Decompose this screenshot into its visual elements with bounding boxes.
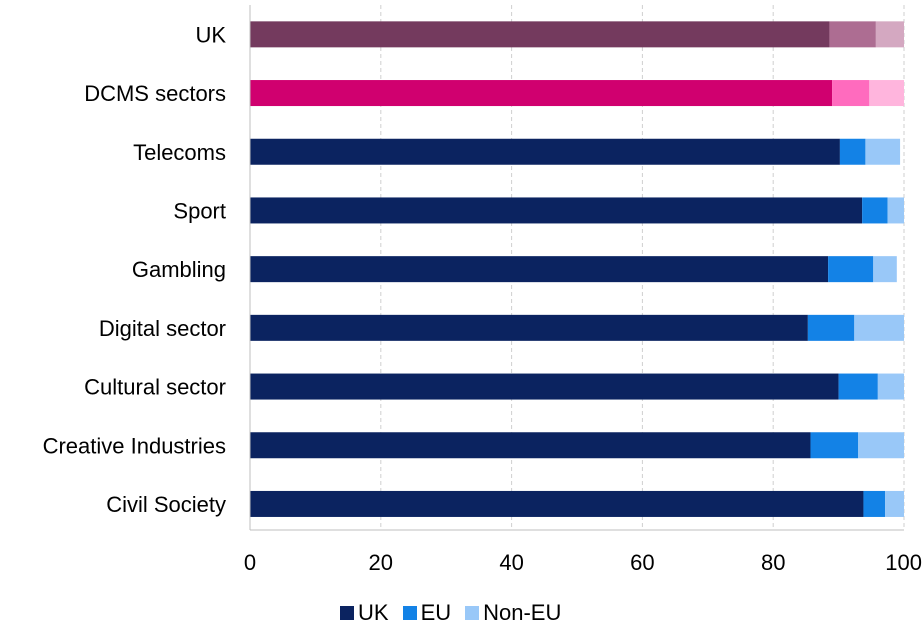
- bar-gambling-eu: [828, 256, 874, 283]
- legend-label-uk: UK: [358, 600, 389, 625]
- bar-creative-industries-uk: [250, 432, 811, 459]
- x-tick-label-0: 0: [244, 550, 256, 575]
- bar-dcms-sectors-eu: [832, 80, 870, 107]
- x-tick-label-60: 60: [630, 550, 654, 575]
- x-tick-label-40: 40: [499, 550, 523, 575]
- legend-label-non-eu: Non-EU: [483, 600, 562, 625]
- category-labels: UK DCMS sectors Telecoms Sport Gambling Digit…: [43, 22, 227, 517]
- bar-uk-eu: [829, 21, 876, 48]
- bar-cultural-sector-non-eu: [877, 373, 904, 400]
- bars: [250, 21, 904, 517]
- legend-item-non-eu: Non-EU: [465, 600, 561, 626]
- bar-cultural-sector-eu: [838, 373, 878, 400]
- bar-telecoms-eu: [839, 138, 866, 165]
- category-label-civil-society: Civil Society: [106, 492, 226, 517]
- bar-digital-sector-uk: [250, 314, 808, 341]
- bar-civil-society-eu: [863, 490, 886, 517]
- bar-uk-non-eu: [875, 21, 904, 48]
- category-label-uk: UK: [195, 22, 226, 47]
- bar-creative-industries-eu: [810, 432, 859, 459]
- x-tick-label-80: 80: [761, 550, 785, 575]
- bar-sport-eu: [862, 197, 888, 224]
- axes: [249, 5, 904, 531]
- bar-sport-non-eu: [887, 197, 904, 224]
- legend-swatch-non-eu: [465, 606, 480, 620]
- bar-creative-industries-non-eu: [858, 432, 904, 459]
- category-label-cultural-sector: Cultural sector: [84, 375, 226, 400]
- category-label-gambling: Gambling: [132, 257, 226, 282]
- bar-digital-sector-eu: [807, 314, 855, 341]
- x-tick-label-20: 20: [369, 550, 393, 575]
- bar-gambling-non-eu: [873, 256, 897, 283]
- bar-dcms-sectors-non-eu: [869, 80, 904, 107]
- bar-civil-society-uk: [250, 490, 864, 517]
- bar-digital-sector-non-eu: [854, 314, 904, 341]
- bar-uk-uk: [250, 21, 830, 48]
- bar-civil-society-non-eu: [885, 490, 904, 517]
- legend-swatch-uk: [340, 606, 354, 620]
- bar-telecoms-non-eu: [865, 138, 901, 165]
- category-label-creative-industries: Creative Industries: [43, 433, 226, 458]
- bar-gambling-uk: [250, 256, 829, 283]
- legend-swatch-eu: [402, 606, 417, 620]
- x-tick-labels: 0 20 40 60 80 100: [244, 550, 922, 575]
- category-label-digital-sector: Digital sector: [99, 316, 226, 341]
- legend-item-uk: UK: [340, 600, 389, 626]
- category-label-dcms-sectors: DCMS sectors: [84, 81, 226, 106]
- x-tick-label-100: 100: [885, 550, 922, 575]
- legend: UK EU Non-EU: [340, 598, 561, 628]
- category-label-sport: Sport: [173, 198, 226, 223]
- category-label-telecoms: Telecoms: [133, 140, 226, 165]
- bar-telecoms-uk: [250, 138, 840, 165]
- legend-label-eu: EU: [420, 600, 452, 625]
- bar-cultural-sector-uk: [250, 373, 839, 400]
- legend-item-eu: EU: [402, 600, 452, 626]
- bar-dcms-sectors-uk: [250, 80, 833, 107]
- bar-sport-uk: [250, 197, 863, 224]
